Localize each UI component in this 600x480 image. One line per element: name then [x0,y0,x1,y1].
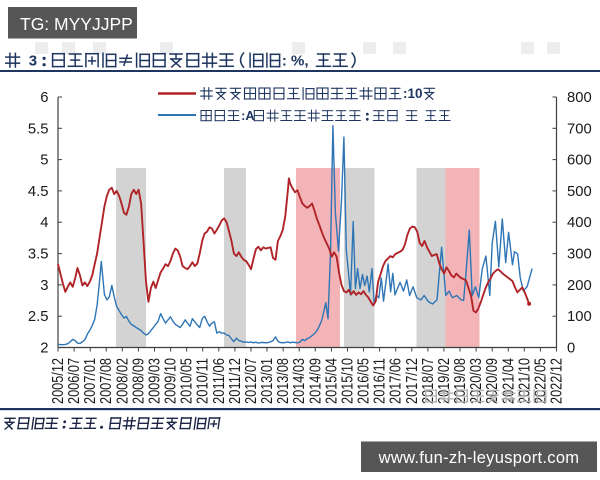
svg-text:2021/04: 2021/04 [500,358,517,404]
svg-text:2018/07: 2018/07 [420,358,437,404]
svg-text:2014/03: 2014/03 [291,358,308,404]
svg-text:2005/12: 2005/12 [50,358,67,404]
svg-text:2017/12: 2017/12 [404,358,421,404]
svg-text:2010/11: 2010/11 [195,358,212,404]
svg-text:2008/09: 2008/09 [130,358,147,404]
svg-text:2020/09: 2020/09 [484,358,501,404]
svg-text:2016/05: 2016/05 [356,358,373,404]
svg-text::10: :10 [403,86,423,101]
svg-text:2019/08: 2019/08 [452,358,469,404]
svg-text:2010/05: 2010/05 [179,358,196,404]
svg-text:2014/09: 2014/09 [307,358,324,404]
svg-text:2015/10: 2015/10 [340,358,357,404]
svg-text:600: 600 [567,153,592,169]
svg-text:4.5: 4.5 [28,184,49,200]
svg-text:100: 100 [567,309,592,325]
svg-text:2007/01: 2007/01 [82,358,99,404]
svg-text:3: 3 [40,278,48,294]
svg-text:5: 5 [40,153,48,169]
svg-text:TG: MYYJJPP: TG: MYYJJPP [20,14,133,34]
svg-text:2: 2 [40,341,48,357]
svg-text:6: 6 [40,90,48,106]
svg-text:200: 200 [567,278,592,294]
svg-text:2020/03: 2020/03 [468,358,485,404]
svg-text:2013/01: 2013/01 [259,358,276,404]
svg-text:500: 500 [567,184,592,200]
svg-text:2.5: 2.5 [28,309,49,325]
svg-text:400: 400 [567,215,592,231]
svg-text:2006/07: 2006/07 [66,358,83,404]
svg-text:2015/04: 2015/04 [323,358,340,404]
svg-text:300: 300 [567,247,592,263]
svg-text:5.5: 5.5 [28,121,49,137]
svg-text:2009/10: 2009/10 [163,358,180,404]
svg-text:2016/11: 2016/11 [372,358,389,404]
svg-text:2022/05: 2022/05 [532,358,549,404]
svg-text:3: 3 [29,53,37,70]
svg-text:2009/03: 2009/03 [147,358,164,404]
svg-text:2008/02: 2008/02 [114,358,131,404]
svg-text:2012/07: 2012/07 [243,358,260,404]
svg-text:2011/12: 2011/12 [227,358,244,404]
svg-text:: %,: : %, [282,53,309,70]
svg-text:2007/08: 2007/08 [98,358,115,404]
svg-text:700: 700 [567,121,592,137]
svg-text:2017/06: 2017/06 [388,358,405,404]
svg-text:0: 0 [567,341,575,357]
svg-text:4: 4 [40,215,48,231]
svg-text:2021/10: 2021/10 [516,358,533,404]
svg-text:www.fun-zh-leyusport.com: www.fun-zh-leyusport.com [378,449,580,467]
svg-text:2022/12: 2022/12 [549,358,566,404]
svg-text:2013/08: 2013/08 [275,358,292,404]
svg-text:800: 800 [567,90,592,106]
svg-text:2011/06: 2011/06 [211,358,228,404]
svg-text::A: :A [241,108,255,123]
svg-text:3.5: 3.5 [28,247,49,263]
